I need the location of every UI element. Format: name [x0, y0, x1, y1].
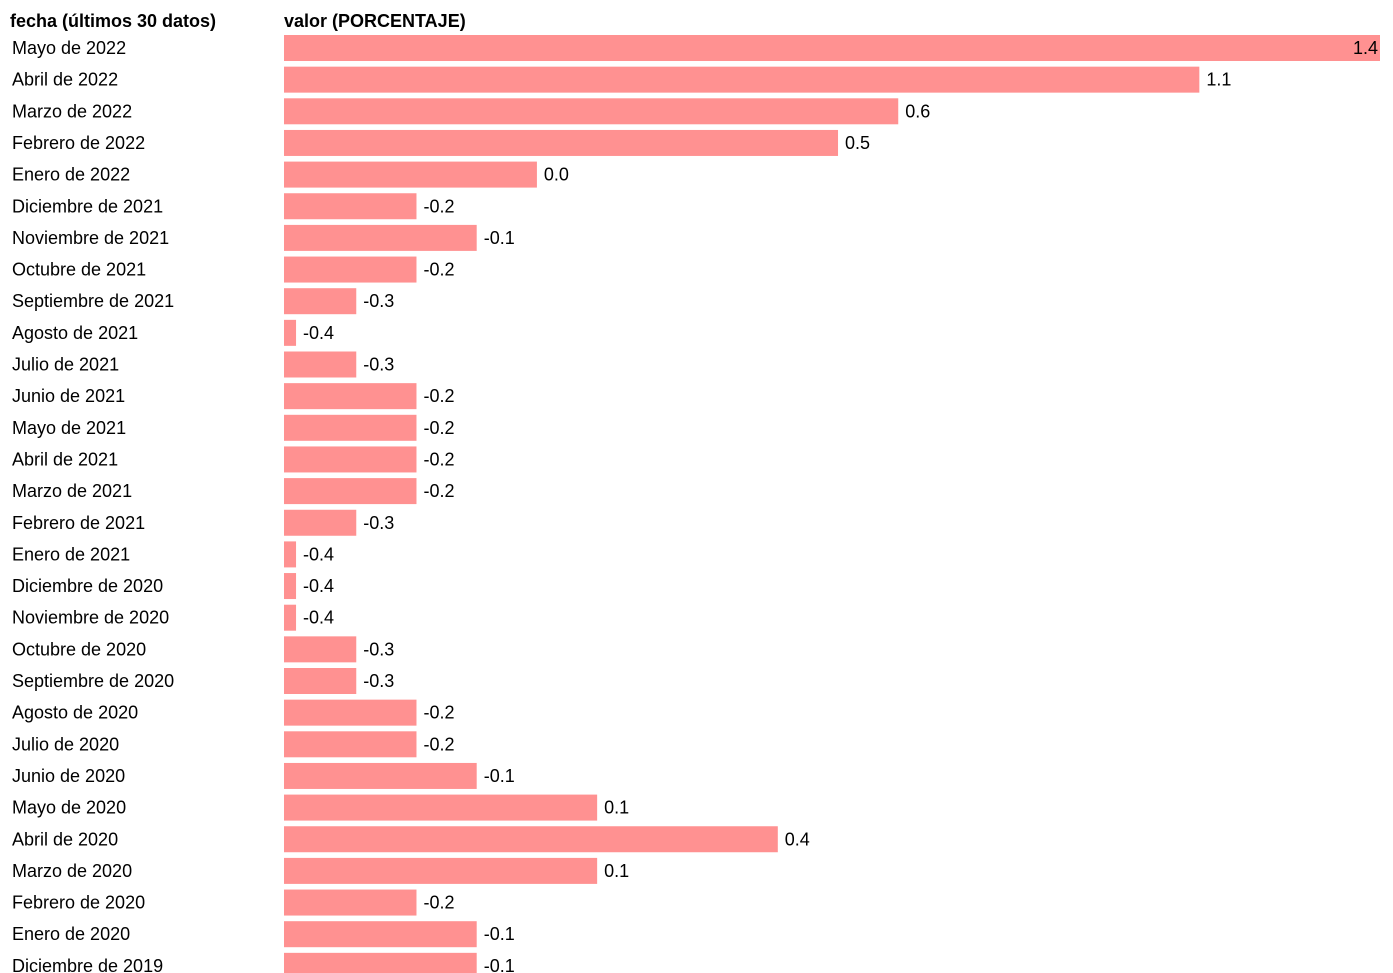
bar [284, 857, 598, 884]
bar [284, 762, 477, 789]
value-label: -0.4 [303, 608, 334, 628]
value-label: -0.1 [484, 924, 515, 944]
category-label: Diciembre de 2020 [12, 576, 163, 596]
bar [284, 193, 417, 220]
value-label: -0.2 [423, 734, 454, 754]
category-label: Enero de 2021 [12, 544, 130, 564]
bar [284, 573, 297, 600]
category-label: Noviembre de 2020 [12, 608, 169, 628]
bar [284, 794, 598, 821]
value-label: -0.2 [423, 893, 454, 913]
category-label: Agosto de 2020 [12, 703, 138, 723]
bar [284, 129, 839, 156]
bar [284, 35, 1380, 61]
bar [284, 319, 297, 346]
value-label: -0.2 [423, 386, 454, 406]
value-label: -0.1 [484, 228, 515, 248]
bar [284, 414, 417, 441]
bar [284, 509, 357, 536]
bar [284, 98, 899, 125]
category-label: Diciembre de 2019 [12, 956, 163, 973]
category-label: Febrero de 2022 [12, 133, 145, 153]
bar [284, 636, 357, 663]
bar [284, 668, 357, 694]
value-label: -0.1 [484, 956, 515, 973]
category-label: Noviembre de 2021 [12, 228, 169, 248]
category-label: Abril de 2022 [12, 70, 118, 90]
bar [284, 478, 417, 505]
value-label: -0.3 [363, 291, 394, 311]
value-label: -0.2 [423, 449, 454, 469]
value-label: 0.1 [604, 798, 629, 818]
value-label: -0.2 [423, 481, 454, 501]
category-label: Febrero de 2020 [12, 893, 145, 913]
value-label: -0.2 [423, 260, 454, 280]
bar [284, 541, 297, 568]
value-label: 1.1 [1206, 70, 1231, 90]
category-label: Enero de 2020 [12, 924, 130, 944]
bar [284, 921, 477, 948]
value-label: -0.2 [423, 418, 454, 438]
value-label: -0.4 [303, 323, 334, 343]
bar [284, 699, 417, 726]
bar [284, 383, 417, 410]
bar [284, 351, 357, 378]
value-label: -0.4 [303, 544, 334, 564]
value-label: -0.3 [363, 671, 394, 691]
category-label: Abril de 2021 [12, 449, 118, 469]
category-label: Mayo de 2020 [12, 798, 126, 818]
category-label: Diciembre de 2021 [12, 196, 163, 216]
category-label: Marzo de 2022 [12, 101, 132, 121]
category-label: Abril de 2020 [12, 829, 118, 849]
value-label: 1.4 [1353, 38, 1378, 58]
bar [284, 256, 417, 283]
value-column-header: valor (PORCENTAJE) [284, 11, 466, 31]
category-label: Mayo de 2022 [12, 38, 126, 58]
bar [284, 952, 477, 973]
bar [284, 288, 357, 315]
value-label: 0.1 [604, 861, 629, 881]
category-label: Febrero de 2021 [12, 513, 145, 533]
value-label: 0.0 [544, 165, 569, 185]
value-label: -0.4 [303, 576, 334, 596]
value-label: -0.2 [423, 703, 454, 723]
bar [284, 224, 477, 251]
bar [284, 66, 1200, 93]
category-label: Octubre de 2021 [12, 260, 146, 280]
bar-rows: Mayo de 2022 1.4 Abril de 2022 1.1 Marzo de … [12, 35, 1380, 973]
value-label: -0.2 [423, 196, 454, 216]
value-label: 0.6 [905, 101, 930, 121]
category-label: Septiembre de 2020 [12, 671, 174, 691]
value-label: -0.1 [484, 766, 515, 786]
category-column-header: fecha (últimos 30 datos) [10, 11, 216, 31]
value-label: 0.4 [785, 829, 810, 849]
bar [284, 826, 778, 853]
category-label: Mayo de 2021 [12, 418, 126, 438]
category-label: Marzo de 2020 [12, 861, 132, 881]
bar [284, 731, 417, 758]
category-label: Octubre de 2020 [12, 639, 146, 659]
category-label: Junio de 2021 [12, 386, 125, 406]
value-label: -0.3 [363, 639, 394, 659]
category-label: Agosto de 2021 [12, 323, 138, 343]
value-label: -0.3 [363, 355, 394, 375]
bar [284, 446, 417, 473]
value-label: -0.3 [363, 513, 394, 533]
category-label: Julio de 2020 [12, 734, 119, 754]
category-label: Enero de 2022 [12, 165, 130, 185]
bar [284, 889, 417, 916]
bar [284, 604, 297, 631]
category-label: Junio de 2020 [12, 766, 125, 786]
bar [284, 161, 537, 188]
category-label: Marzo de 2021 [12, 481, 132, 501]
category-label: Septiembre de 2021 [12, 291, 174, 311]
category-label: Julio de 2021 [12, 355, 119, 375]
value-label: 0.5 [845, 133, 870, 153]
